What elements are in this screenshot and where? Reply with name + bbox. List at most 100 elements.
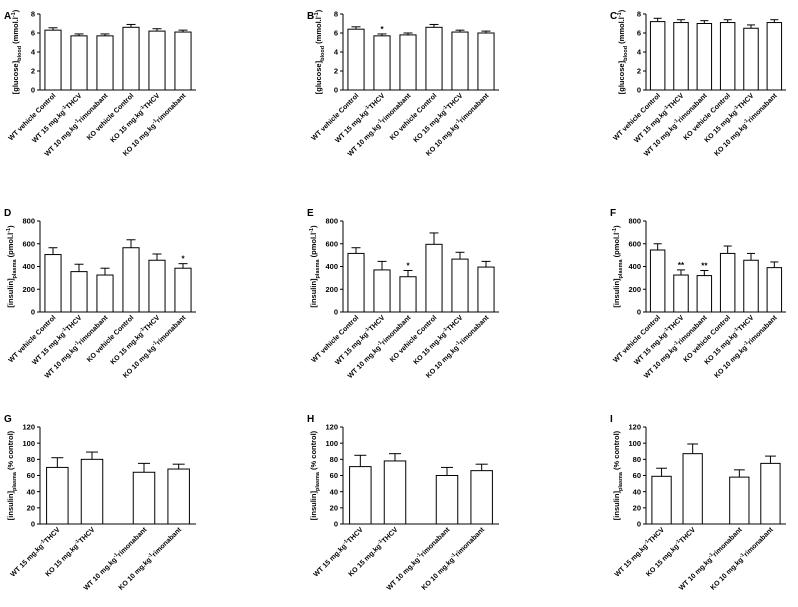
y-tick-label: 400	[325, 262, 338, 271]
x-tick-label: KO vehicle Control	[389, 314, 439, 364]
y-axis-title: [glucose]blood (mmol.l-1)	[314, 9, 326, 94]
x-tick-label: KO vehicle Control	[389, 92, 439, 142]
chart-panel-h: H 0 20 40 60 80 100 120 [insulin]plasma (% contr…	[307, 414, 499, 592]
significance-marker: **	[701, 261, 708, 270]
y-axis-title: [insulin]plasma (pmol.l-1)	[309, 225, 321, 308]
panel-letter: I	[610, 414, 613, 425]
chart-panel-e: E 0 200 400 600 800 [insulin]plasma (pmol.l-1)…	[307, 208, 499, 380]
bar	[696, 23, 713, 91]
y-tick-label: 2	[637, 67, 641, 76]
bar	[148, 259, 166, 313]
y-tick-label: 60	[27, 471, 35, 480]
panel-letter: D	[4, 208, 11, 219]
x-tick-label: KO 10 mg.kg-1rimonabant	[708, 525, 775, 592]
bar	[399, 276, 417, 313]
x-tick-label: WT vehicle Control	[8, 92, 58, 142]
y-axis-title: [insulin]plasma (% control)	[612, 430, 624, 520]
bar	[682, 453, 703, 525]
y-tick-label: 8	[637, 10, 641, 19]
y-tick-label: 20	[633, 503, 641, 512]
y-tick-label: 4	[334, 48, 339, 57]
bar	[766, 267, 783, 313]
bar	[373, 269, 391, 313]
y-tick-label: 4	[637, 48, 642, 57]
y-tick-label: 0	[334, 520, 338, 529]
y-tick-label: 40	[27, 487, 35, 496]
x-tick-label: KO 10 mg.kg-1rimonabant	[419, 525, 486, 592]
y-tick-label: 100	[22, 439, 35, 448]
bar	[399, 34, 417, 91]
x-tick-label: WT vehicle Control	[8, 314, 58, 364]
bar	[80, 458, 104, 525]
x-tick-label: WT vehicle Control	[311, 92, 361, 142]
bar	[44, 254, 62, 313]
y-tick-label: 0	[31, 308, 35, 317]
x-tick-label: KO vehicle Control	[86, 92, 136, 142]
y-tick-label: 40	[330, 487, 338, 496]
y-tick-label: 0	[31, 86, 35, 95]
bar	[174, 267, 192, 313]
y-tick-label: 0	[31, 520, 35, 529]
bar	[729, 476, 750, 525]
y-tick-label: 60	[633, 471, 641, 480]
chart-panel-d: D 0 200 400 600 800 [insulin]plasma (pmol.l-1)…	[4, 208, 196, 380]
bar	[451, 31, 469, 91]
significance-marker: *	[406, 261, 410, 270]
bar	[70, 35, 88, 91]
y-tick-label: 200	[325, 285, 338, 294]
y-tick-label: 800	[628, 217, 641, 226]
bar	[148, 30, 166, 91]
bar	[766, 22, 783, 91]
panel-letter: E	[307, 208, 314, 219]
bar	[373, 35, 391, 91]
panel-letter: A	[4, 11, 11, 22]
bar	[743, 259, 759, 313]
y-tick-label: 800	[325, 217, 338, 226]
panel-letter: B	[307, 11, 314, 22]
y-axis-title: [insulin]plasma (% control)	[6, 430, 18, 520]
y-tick-label: 2	[334, 67, 338, 76]
chart-panel-g: G 0 20 40 60 80 100 120 [insulin]plasma (% contr…	[4, 414, 196, 592]
bar	[347, 28, 365, 91]
bar	[760, 462, 781, 525]
y-axis-title: [insulin]plasma (pmol.l-1)	[612, 225, 624, 308]
bar	[649, 249, 666, 313]
bar	[347, 252, 365, 313]
y-axis-title: [glucose]blood (mmol.l-1)	[11, 9, 23, 94]
bar	[649, 21, 666, 91]
bar	[673, 22, 689, 91]
y-tick-label: 120	[628, 423, 641, 432]
x-tick-label: WT vehicle Control	[311, 314, 361, 364]
bar	[470, 470, 493, 525]
y-tick-label: 200	[22, 285, 35, 294]
y-tick-label: 20	[27, 503, 35, 512]
bar	[651, 475, 672, 525]
x-tick-label: WT 15 mg.kg-1THCV	[612, 525, 666, 579]
bar	[132, 471, 156, 525]
bar	[435, 475, 459, 525]
y-tick-label: 40	[633, 487, 641, 496]
bar	[70, 271, 88, 313]
y-tick-label: 4	[31, 48, 36, 57]
y-tick-label: 60	[330, 471, 338, 480]
y-axis-title: [glucose]blood (mmol.l-1)	[617, 9, 629, 94]
y-tick-label: 80	[633, 455, 641, 464]
y-tick-label: 20	[330, 503, 338, 512]
y-tick-label: 6	[334, 29, 338, 38]
y-tick-label: 80	[330, 455, 338, 464]
bar	[383, 460, 407, 525]
bar	[425, 243, 443, 313]
chart-panel-b: B 0 2 4 6 8 [glucose]blood (mmol.l-1)WT vehicl…	[307, 9, 499, 158]
panel-letter: C	[610, 11, 617, 22]
bar	[44, 29, 62, 91]
y-axis-title: [insulin]plasma (% control)	[309, 430, 321, 520]
y-tick-label: 600	[325, 239, 338, 248]
chart-panel-i: I 0 20 40 60 80 100 120 [insulin]plasma (% contr…	[610, 414, 786, 592]
significance-marker: **	[678, 261, 685, 270]
significance-marker: *	[380, 25, 384, 34]
y-tick-label: 6	[637, 29, 641, 38]
bar	[477, 266, 495, 313]
x-tick-label: KO vehicle Control	[86, 314, 136, 364]
